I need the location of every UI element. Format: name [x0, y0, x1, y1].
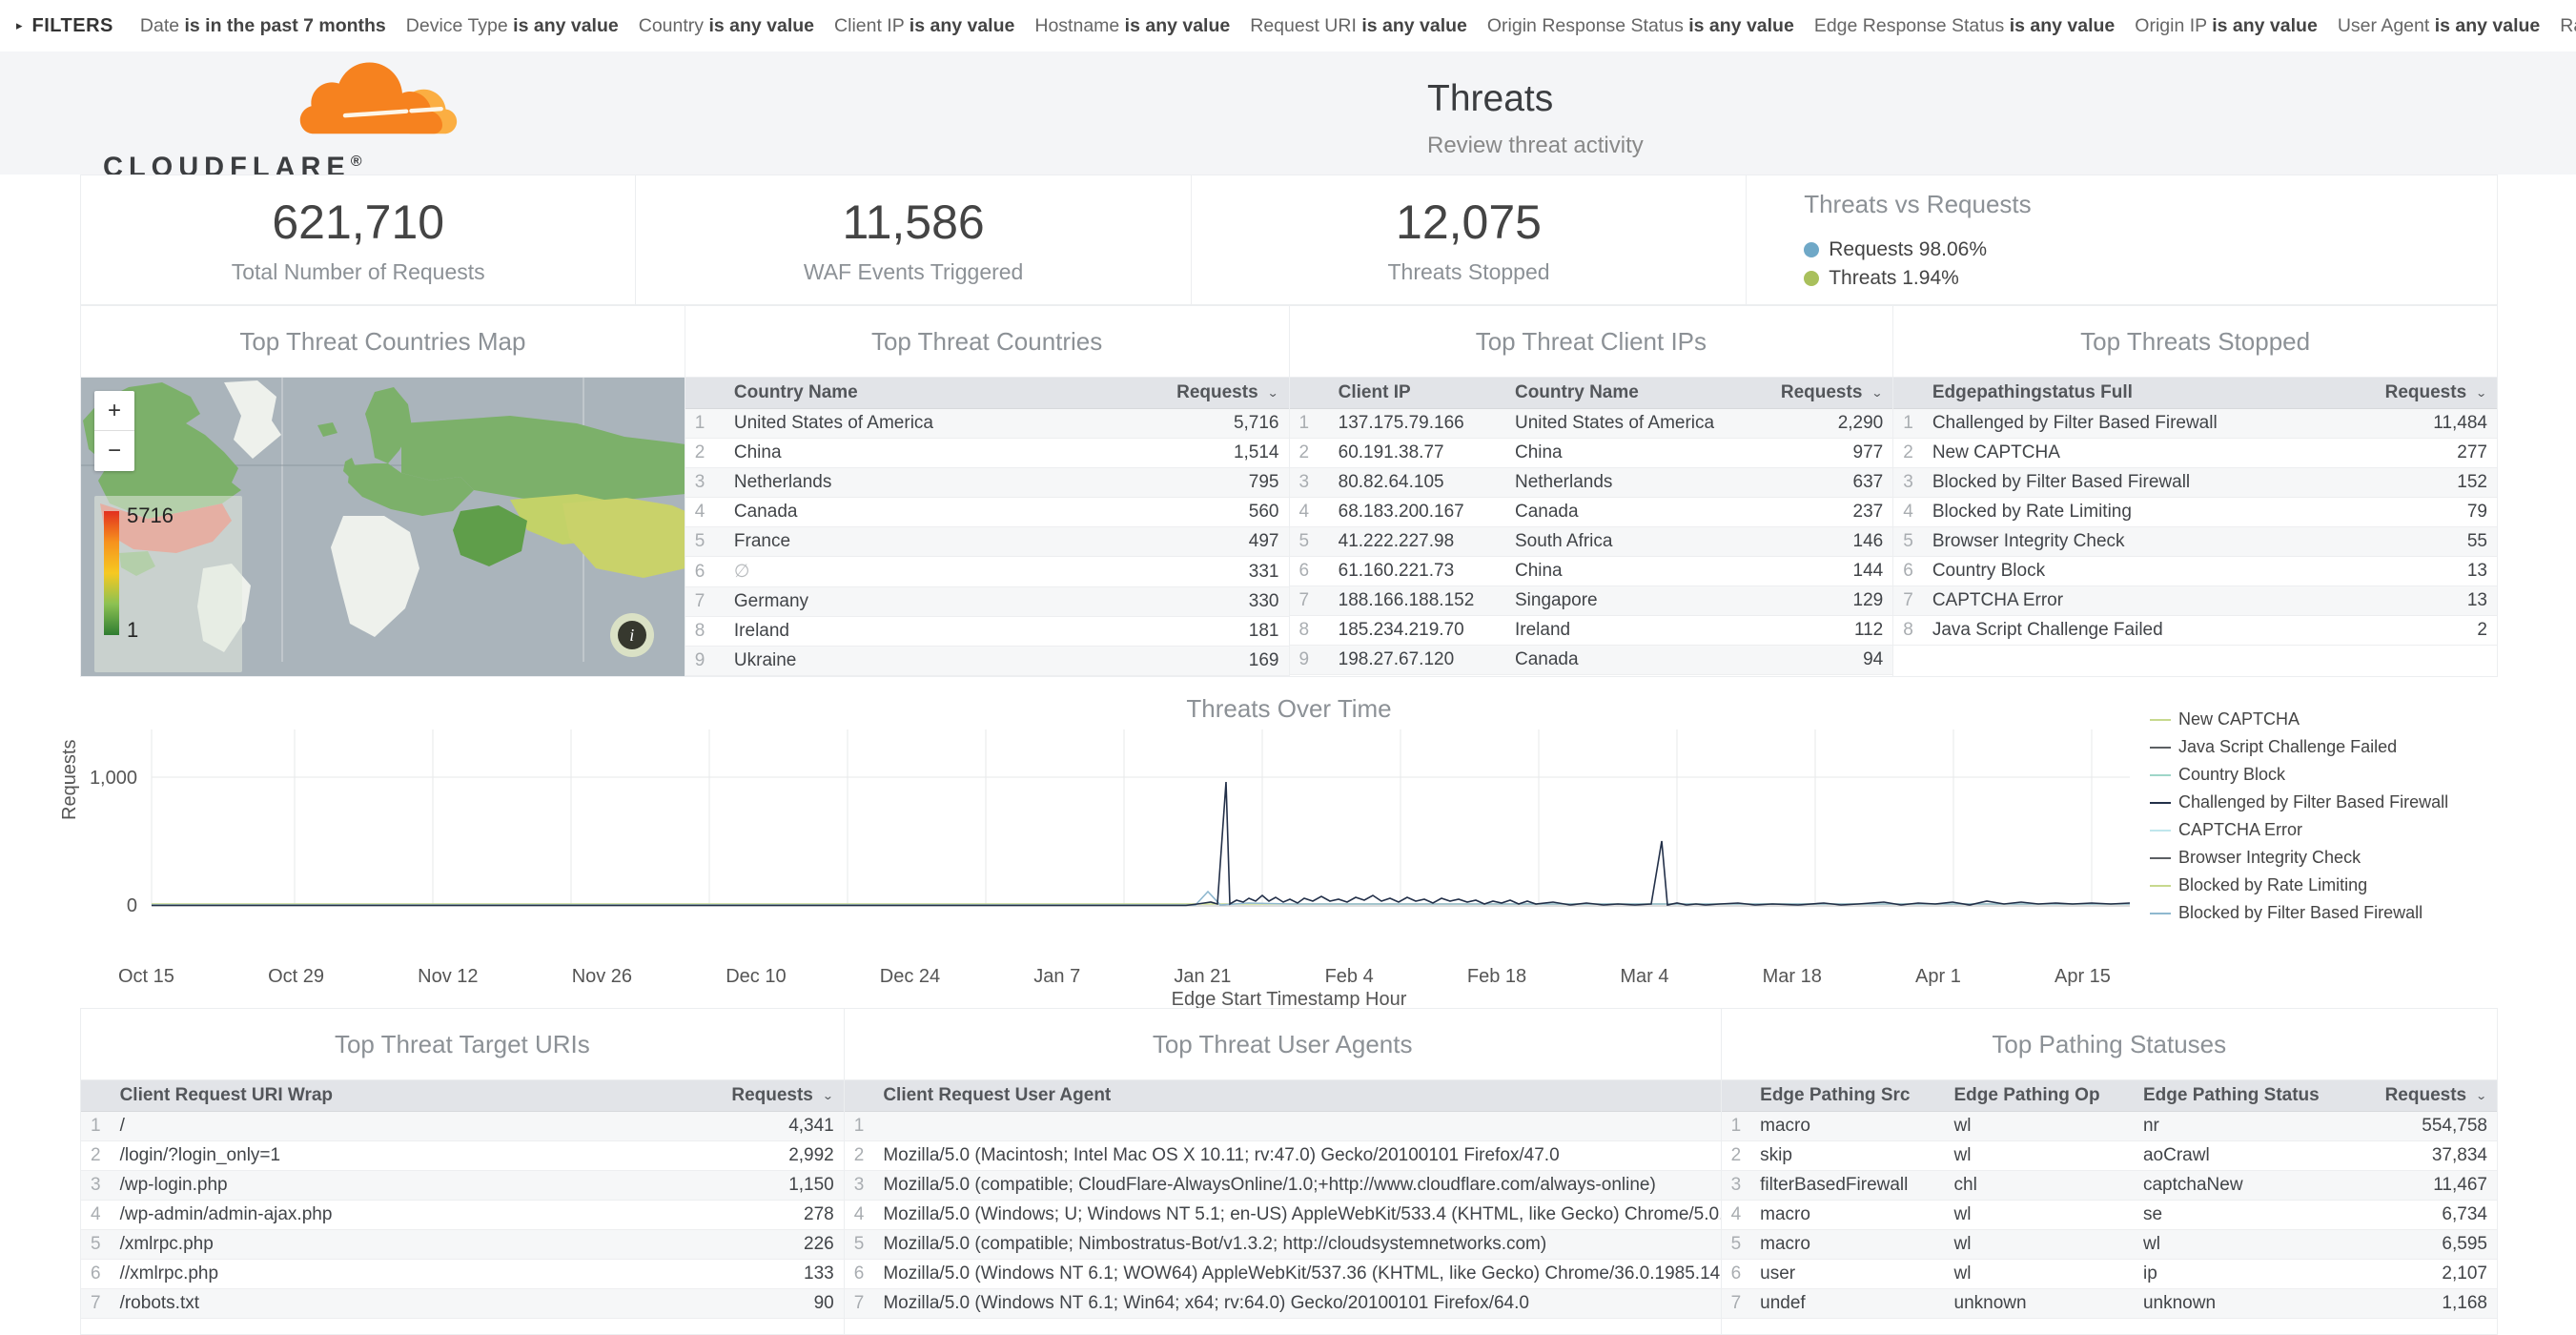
svg-text:0: 0	[127, 895, 137, 916]
svg-text:1,000: 1,000	[90, 768, 137, 789]
